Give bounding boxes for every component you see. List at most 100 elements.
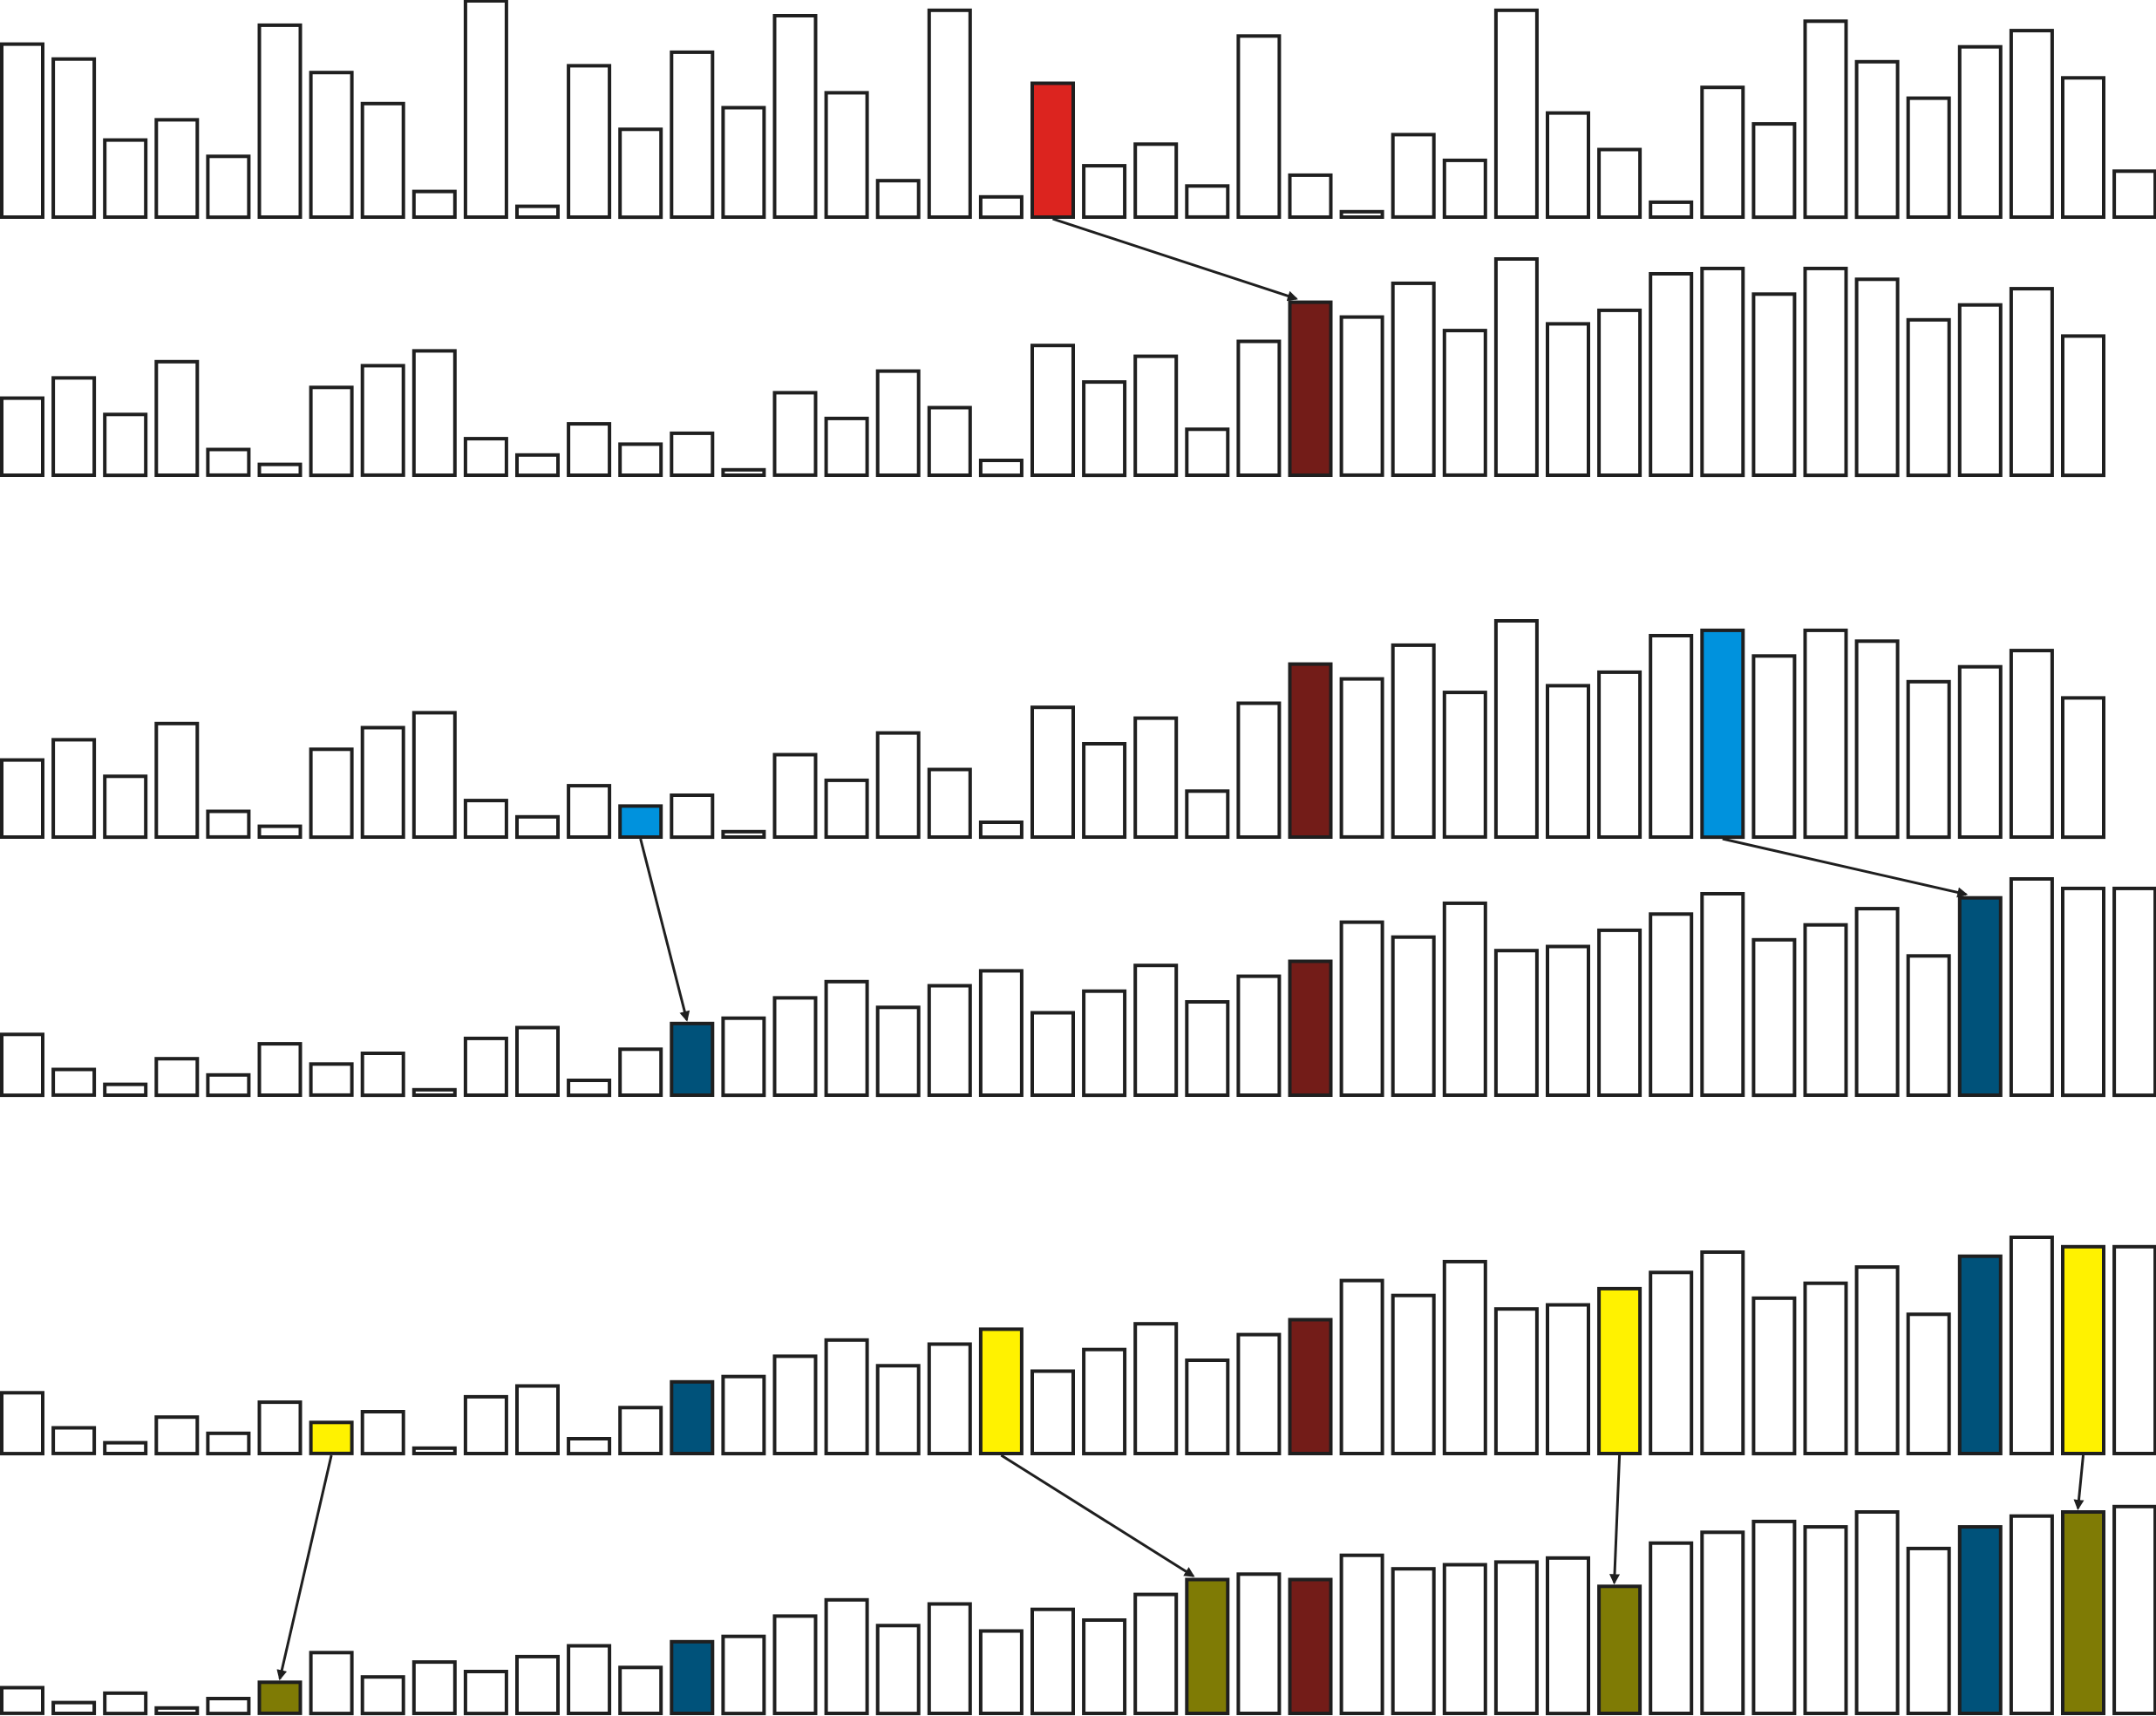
- bar: [1597, 308, 1643, 477]
- bar: [1649, 912, 1694, 1098]
- bar: [51, 738, 97, 840]
- bar: [1030, 344, 1075, 478]
- bar: [411, 711, 457, 840]
- bar: [463, 799, 508, 839]
- bar: [1082, 1618, 1127, 1715]
- bar: [309, 71, 354, 219]
- bar: [2009, 1514, 2054, 1715]
- bar: [1803, 923, 1848, 1097]
- bar: [2061, 1244, 2105, 1456]
- bar: [206, 447, 251, 477]
- bar: [154, 1057, 200, 1098]
- bar: [1288, 662, 1333, 839]
- bar: [154, 721, 200, 839]
- bar: [1493, 257, 1539, 477]
- bar: [1700, 85, 1745, 219]
- bar: [1288, 1318, 1333, 1455]
- bar: [2112, 1244, 2156, 1456]
- bar: [1133, 1322, 1179, 1455]
- bar: [670, 1379, 715, 1456]
- row-1-initial: [0, 0, 2156, 220]
- arrow-yellow-2: [1000, 1454, 1195, 1577]
- bar: [567, 1644, 612, 1715]
- bar: [257, 1400, 303, 1455]
- row-5-third-pivots: [0, 1236, 2156, 1456]
- bar: [1133, 716, 1179, 839]
- bar: [618, 127, 663, 220]
- bar: [1803, 1281, 1848, 1455]
- bar: [154, 118, 200, 219]
- bar: [51, 57, 97, 219]
- bar: [360, 1675, 405, 1716]
- bar: [875, 369, 921, 478]
- bar: [1288, 173, 1333, 219]
- bar: [1700, 1250, 1745, 1455]
- bar: [721, 1016, 766, 1098]
- bar: [463, 0, 508, 219]
- bar: [1339, 209, 1384, 220]
- bar: [1906, 679, 1951, 840]
- bar: [1803, 266, 1848, 478]
- bar: [1185, 427, 1230, 477]
- bar: [1391, 643, 1436, 840]
- bar: [1185, 184, 1230, 219]
- bar: [567, 1079, 612, 1098]
- bar: [1442, 158, 1487, 219]
- bar: [1906, 954, 1951, 1098]
- bar: [1854, 1265, 1900, 1455]
- bar: [1442, 691, 1487, 839]
- bar: [2061, 696, 2105, 840]
- bar: [1854, 907, 1900, 1097]
- bar: [1854, 1510, 1900, 1715]
- bar: [1546, 1303, 1590, 1455]
- bar: [670, 431, 715, 477]
- bar: [824, 91, 869, 220]
- bar: [1185, 1577, 1230, 1715]
- bar: [567, 1437, 612, 1456]
- bar: [1030, 81, 1075, 219]
- bar: [567, 64, 612, 220]
- bar: [1906, 1546, 1951, 1716]
- bar: [1339, 920, 1384, 1097]
- bar: [1546, 684, 1590, 840]
- row-6-third-partition: [0, 1504, 2156, 1716]
- bar: [1649, 1541, 1694, 1715]
- bar: [875, 1005, 921, 1098]
- arrow-yellow-3: [1609, 1454, 1622, 1585]
- bar: [0, 396, 44, 478]
- bar: [103, 412, 148, 478]
- bar: [51, 376, 97, 477]
- bar: [1957, 44, 2003, 220]
- bar: [154, 359, 200, 477]
- bar: [1751, 122, 1797, 220]
- bar: [978, 459, 1024, 478]
- bar: [463, 1036, 508, 1098]
- bar: [103, 1691, 148, 1716]
- bar: [1133, 1592, 1179, 1715]
- bar: [1546, 1556, 1590, 1716]
- bar: [463, 437, 508, 478]
- bar: [51, 1700, 97, 1715]
- bar: [978, 194, 1024, 220]
- bar: [1236, 974, 1282, 1097]
- bar: [515, 1025, 560, 1097]
- bar: [309, 747, 354, 840]
- bar: [670, 50, 715, 220]
- bar: [721, 106, 766, 219]
- bar: [978, 969, 1024, 1098]
- bar: [1030, 1369, 1075, 1455]
- bar: [772, 1614, 818, 1716]
- bar: [1082, 742, 1127, 839]
- bar: [1391, 1567, 1436, 1715]
- bar: [515, 453, 560, 478]
- bar: [1391, 935, 1436, 1097]
- bar: [411, 1087, 457, 1098]
- bar: [2009, 287, 2054, 477]
- bar: [360, 725, 405, 839]
- bar: [567, 422, 612, 478]
- bar: [2061, 76, 2105, 219]
- bar: [978, 1327, 1024, 1456]
- bar: [1442, 329, 1487, 477]
- bar: [1133, 354, 1179, 477]
- bar: [1957, 664, 2003, 840]
